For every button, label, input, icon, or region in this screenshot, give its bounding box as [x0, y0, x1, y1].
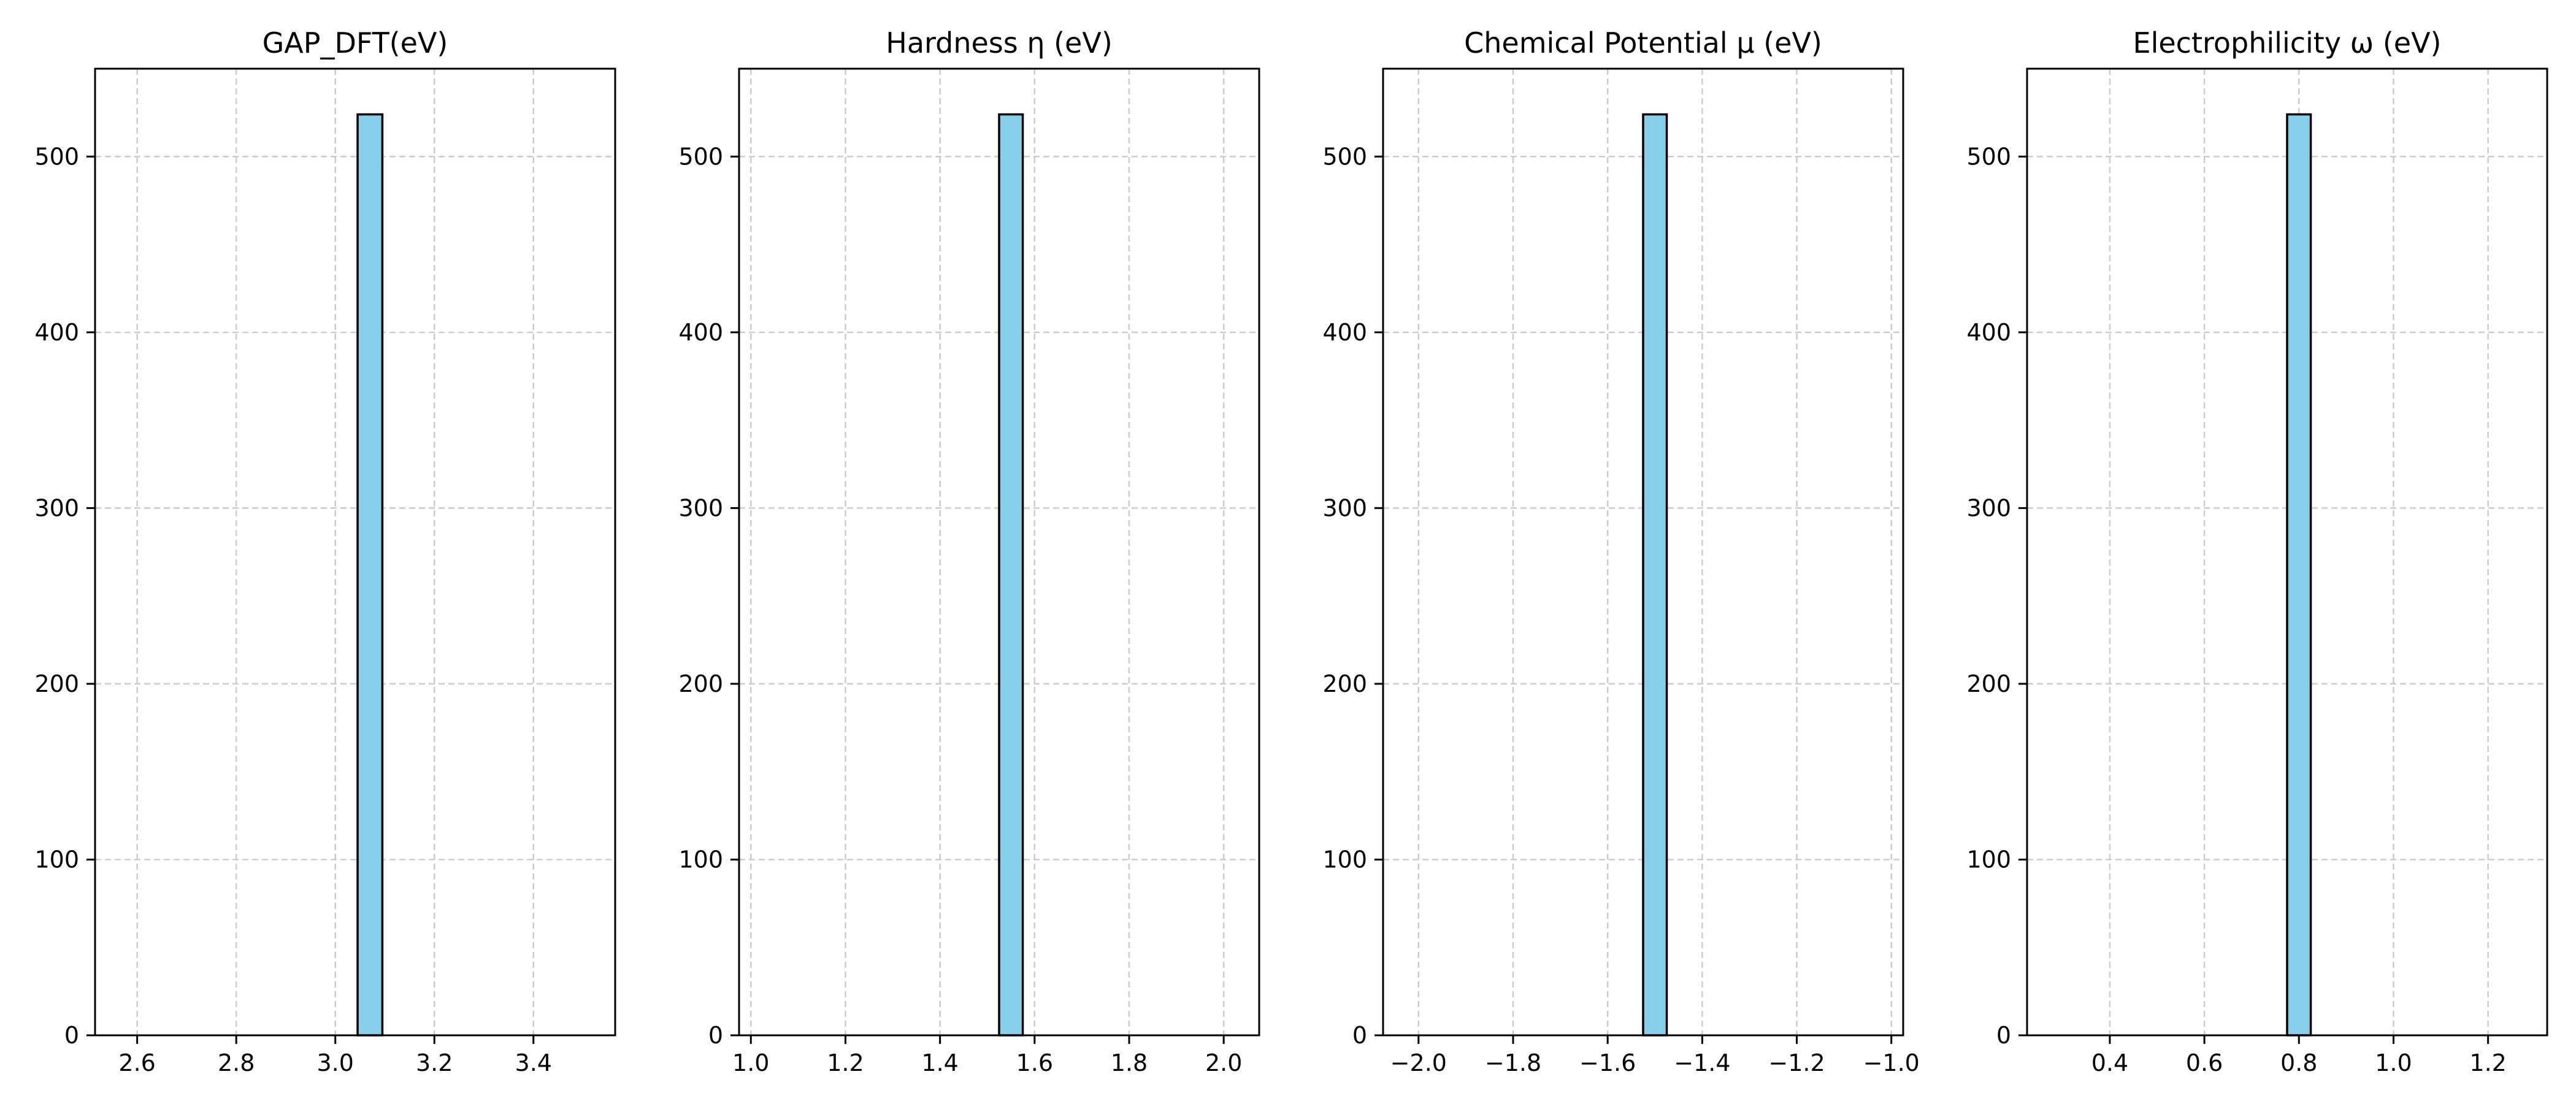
x-tick-label: 2.6 [118, 1049, 155, 1076]
axes-frame [94, 67, 616, 1037]
y-tick-label: 400 [34, 319, 79, 346]
x-tick-label: 0.4 [2091, 1049, 2128, 1076]
x-tick-label: 3.0 [316, 1049, 353, 1076]
y-tick-label: 100 [1322, 846, 1367, 873]
x-tick-label: 1.2 [2469, 1049, 2506, 1076]
y-tick-label: 500 [1322, 143, 1367, 170]
x-tick-label: 0.8 [2280, 1049, 2317, 1076]
x-tick-label: 1.2 [827, 1049, 864, 1076]
subplot-title: GAP_DFT(eV) [263, 26, 448, 59]
y-tick-label: 500 [34, 143, 79, 170]
y-tick-label: 400 [1322, 319, 1367, 346]
y-tick-label: 0 [708, 1022, 723, 1049]
axes-frame [1382, 67, 1904, 1037]
x-tick-label: 2.0 [1205, 1049, 1242, 1076]
x-tick-label: −1.0 [1863, 1049, 1920, 1076]
x-tick-label: 3.2 [416, 1049, 453, 1076]
y-tick-label: 200 [1966, 670, 2011, 697]
y-tick-label: 0 [64, 1022, 79, 1049]
x-tick-label: −1.4 [1674, 1049, 1730, 1076]
axes-frame [2026, 67, 2548, 1037]
x-tick-label: 2.8 [218, 1049, 255, 1076]
histogram-bar [356, 113, 384, 1037]
axes-frame [738, 67, 1260, 1037]
x-tick-label: −1.8 [1485, 1049, 1541, 1076]
y-tick-label: 300 [1322, 494, 1367, 521]
subplot-1: 2.6 2.8 3.0 3.2 3.4 0 100 200 300 400 500 GAP_DFT(e… [34, 26, 616, 1076]
x-tick-label: 1.6 [1016, 1049, 1053, 1076]
y-tick-label: 500 [1966, 143, 2011, 170]
subplot-title: Chemical Potential μ (eV) [1464, 26, 1822, 59]
y-tick-label: 400 [678, 319, 723, 346]
y-tick-label: 0 [1352, 1022, 1367, 1049]
subplot-4: 0.4 0.6 0.8 1.0 1.2 0 100 200 300 400 500 Electroph… [1966, 26, 2548, 1076]
y-tick-label: 0 [1996, 1022, 2011, 1049]
x-tick-label: 1.0 [2375, 1049, 2412, 1076]
subplot-3: −2.0 −1.8 −1.6 −1.4 −1.2 −1.0 0 100 200 300 400 500… [1322, 26, 1919, 1076]
y-tick-label: 300 [34, 494, 79, 521]
x-tick-label: 1.8 [1111, 1049, 1148, 1076]
y-tick-label: 300 [678, 494, 723, 521]
y-tick-label: 500 [678, 143, 723, 170]
y-tick-label: 200 [678, 670, 723, 697]
subplot-title: Hardness η (eV) [886, 26, 1113, 59]
histogram-bar [2286, 113, 2312, 1037]
x-tick-label: −1.6 [1579, 1049, 1636, 1076]
x-tick-label: −2.0 [1390, 1049, 1447, 1076]
x-tick-label: −1.2 [1768, 1049, 1825, 1076]
y-tick-label: 200 [34, 670, 79, 697]
x-tick-label: 1.0 [732, 1049, 769, 1076]
x-tick-label: 1.4 [921, 1049, 958, 1076]
y-tick-label: 100 [1966, 846, 2011, 873]
y-tick-label: 300 [1966, 494, 2011, 521]
x-tick-label: 3.4 [515, 1049, 552, 1076]
x-tick-label: 0.6 [2186, 1049, 2223, 1076]
subplot-panels: 2.6 2.8 3.0 3.2 3.4 0 100 200 300 400 500 GAP_DFT(e… [34, 26, 2548, 1076]
histogram-bar [1642, 113, 1668, 1037]
y-tick-label: 100 [678, 846, 723, 873]
y-tick-label: 400 [1966, 319, 2011, 346]
subplot-title: Electrophilicity ω (eV) [2133, 26, 2442, 59]
y-tick-label: 200 [1322, 670, 1367, 697]
y-tick-label: 100 [34, 846, 79, 873]
histogram-bar [998, 113, 1024, 1037]
subplot-2: 1.0 1.2 1.4 1.6 1.8 2.0 0 100 200 300 400 500 Hardne… [678, 26, 1260, 1076]
